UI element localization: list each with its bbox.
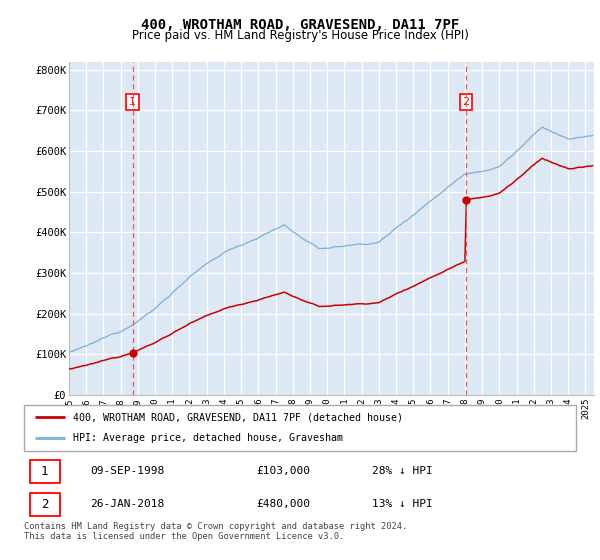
Text: Contains HM Land Registry data © Crown copyright and database right 2024.
This d: Contains HM Land Registry data © Crown c… bbox=[24, 522, 407, 542]
Text: 1: 1 bbox=[129, 97, 136, 107]
Text: Price paid vs. HM Land Registry's House Price Index (HPI): Price paid vs. HM Land Registry's House … bbox=[131, 29, 469, 42]
Text: 26-JAN-2018: 26-JAN-2018 bbox=[90, 499, 164, 509]
Text: 1: 1 bbox=[41, 465, 49, 478]
Text: 2: 2 bbox=[463, 97, 470, 107]
FancyBboxPatch shape bbox=[24, 405, 576, 451]
Text: 13% ↓ HPI: 13% ↓ HPI bbox=[372, 499, 433, 509]
FancyBboxPatch shape bbox=[29, 460, 60, 483]
Text: HPI: Average price, detached house, Gravesham: HPI: Average price, detached house, Grav… bbox=[73, 433, 343, 444]
Text: 28% ↓ HPI: 28% ↓ HPI bbox=[372, 466, 433, 477]
Text: £103,000: £103,000 bbox=[256, 466, 310, 477]
FancyBboxPatch shape bbox=[29, 493, 60, 516]
Text: £480,000: £480,000 bbox=[256, 499, 310, 509]
Text: 09-SEP-1998: 09-SEP-1998 bbox=[90, 466, 164, 477]
Text: 2: 2 bbox=[41, 498, 49, 511]
Text: 400, WROTHAM ROAD, GRAVESEND, DA11 7PF: 400, WROTHAM ROAD, GRAVESEND, DA11 7PF bbox=[141, 18, 459, 32]
Text: 400, WROTHAM ROAD, GRAVESEND, DA11 7PF (detached house): 400, WROTHAM ROAD, GRAVESEND, DA11 7PF (… bbox=[73, 412, 403, 422]
